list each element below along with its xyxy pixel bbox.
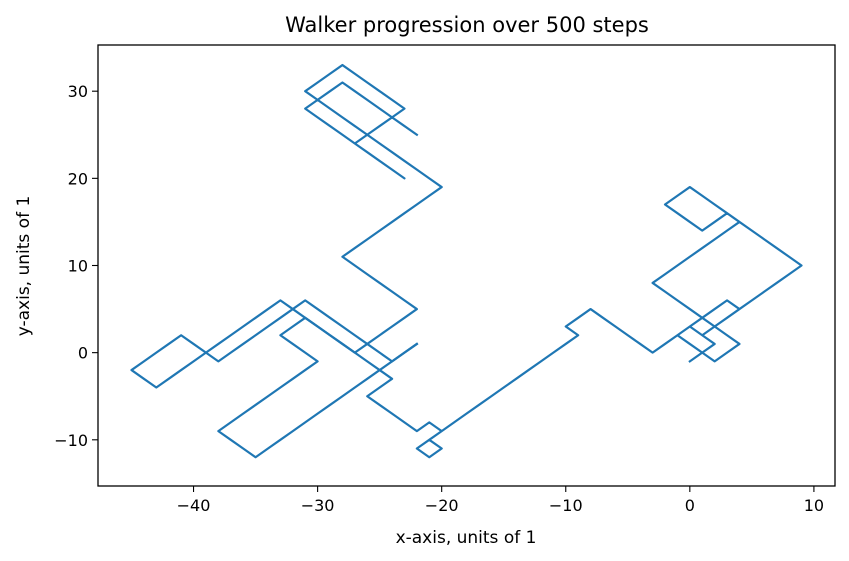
y-axis-label: y-axis, units of 1 (14, 196, 34, 337)
walk-path-segment-2 (130, 63, 443, 389)
x-tick-label: −30 (301, 496, 335, 515)
x-axis-label: x-axis, units of 1 (396, 528, 537, 548)
chart-title: Walker progression over 500 steps (285, 13, 649, 37)
x-tick-label: −40 (177, 496, 211, 515)
plot-area (130, 63, 803, 459)
y-axis: −10 0 10 20 30 (54, 82, 98, 450)
x-axis: −40 −30 −20 −10 0 10 (177, 486, 824, 515)
walk-path-segment-1 (217, 185, 803, 459)
y-tick-label: 30 (68, 82, 88, 101)
x-tick-label: 10 (804, 496, 824, 515)
x-tick-label: 0 (685, 496, 695, 515)
y-tick-label: 10 (68, 257, 88, 276)
axes-frame (97, 44, 836, 487)
y-tick-label: −10 (54, 431, 88, 450)
x-tick-label: −10 (549, 496, 583, 515)
x-tick-label: −20 (425, 496, 459, 515)
y-tick-label: 20 (68, 169, 88, 188)
y-tick-label: 0 (78, 344, 88, 363)
